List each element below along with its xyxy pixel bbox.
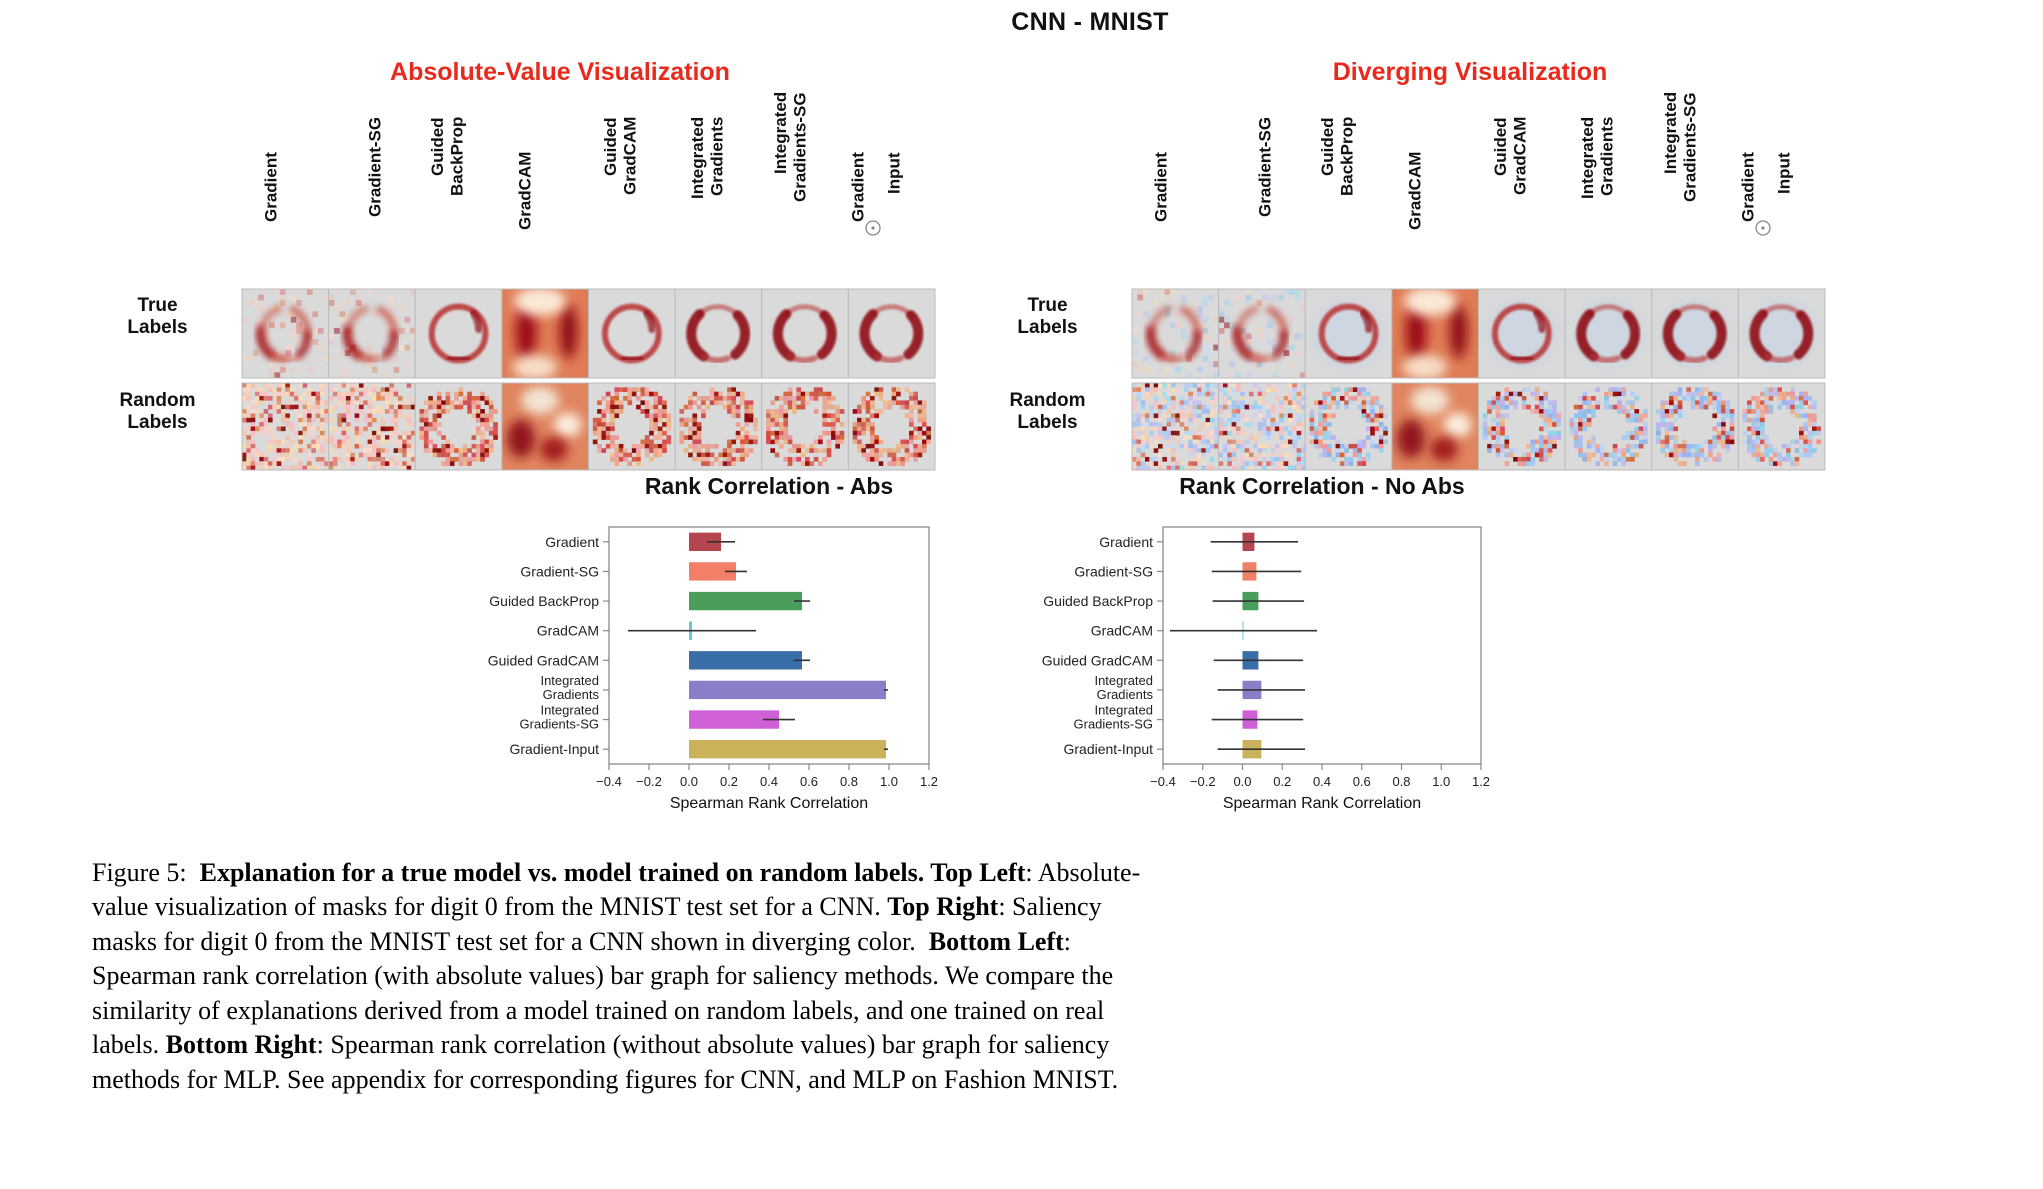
svg-text:Gradients: Gradients bbox=[1097, 687, 1154, 702]
svg-text:1.0: 1.0 bbox=[880, 774, 898, 789]
svg-text:0.8: 0.8 bbox=[1392, 774, 1410, 789]
svg-text:GradCAM: GradCAM bbox=[1091, 623, 1153, 639]
svg-text:Guided BackProp: Guided BackProp bbox=[1043, 593, 1153, 609]
svg-text:Gradients: Gradients bbox=[543, 687, 600, 702]
svg-text:Gradient-Input: Gradient-Input bbox=[1064, 741, 1154, 757]
svg-text:Rank Correlation - Abs: Rank Correlation - Abs bbox=[645, 473, 893, 499]
svg-text:0.6: 0.6 bbox=[800, 774, 818, 789]
svg-text:1.2: 1.2 bbox=[920, 774, 938, 789]
svg-text:Gradient: Gradient bbox=[1099, 534, 1153, 550]
svg-text:0.6: 0.6 bbox=[1353, 774, 1371, 789]
svg-text:Gradients-SG: Gradients-SG bbox=[520, 717, 599, 732]
svg-text:Spearman Rank Correlation: Spearman Rank Correlation bbox=[670, 795, 868, 812]
svg-text:−0.2: −0.2 bbox=[636, 774, 662, 789]
svg-text:Guided GradCAM: Guided GradCAM bbox=[1042, 652, 1153, 668]
svg-text:Integrated: Integrated bbox=[540, 673, 599, 688]
svg-text:GradCAM: GradCAM bbox=[537, 623, 599, 639]
svg-text:Spearman Rank Correlation: Spearman Rank Correlation bbox=[1223, 795, 1421, 812]
svg-text:1.2: 1.2 bbox=[1472, 774, 1490, 789]
svg-text:Guided BackProp: Guided BackProp bbox=[489, 593, 599, 609]
svg-text:0.0: 0.0 bbox=[1233, 774, 1251, 789]
svg-text:0.0: 0.0 bbox=[680, 774, 698, 789]
svg-text:1.0: 1.0 bbox=[1432, 774, 1450, 789]
svg-text:Guided GradCAM: Guided GradCAM bbox=[488, 652, 599, 668]
svg-text:−0.2: −0.2 bbox=[1190, 774, 1216, 789]
svg-text:0.2: 0.2 bbox=[1273, 774, 1291, 789]
svg-text:Rank Correlation - No Abs: Rank Correlation - No Abs bbox=[1179, 473, 1464, 499]
svg-text:Integrated: Integrated bbox=[540, 703, 599, 718]
svg-text:0.4: 0.4 bbox=[760, 774, 778, 789]
svg-text:Gradient: Gradient bbox=[545, 534, 599, 550]
svg-text:Gradient-Input: Gradient-Input bbox=[510, 741, 600, 757]
svg-text:0.2: 0.2 bbox=[720, 774, 738, 789]
svg-text:−0.4: −0.4 bbox=[1150, 774, 1176, 789]
svg-text:Gradients-SG: Gradients-SG bbox=[1074, 717, 1153, 732]
svg-text:0.8: 0.8 bbox=[840, 774, 858, 789]
svg-text:Integrated: Integrated bbox=[1094, 673, 1153, 688]
svg-text:Gradient-SG: Gradient-SG bbox=[1074, 563, 1153, 579]
svg-text:Gradient-SG: Gradient-SG bbox=[520, 563, 599, 579]
svg-text:0.4: 0.4 bbox=[1313, 774, 1331, 789]
svg-text:Integrated: Integrated bbox=[1094, 703, 1153, 718]
svg-text:−0.4: −0.4 bbox=[596, 774, 622, 789]
